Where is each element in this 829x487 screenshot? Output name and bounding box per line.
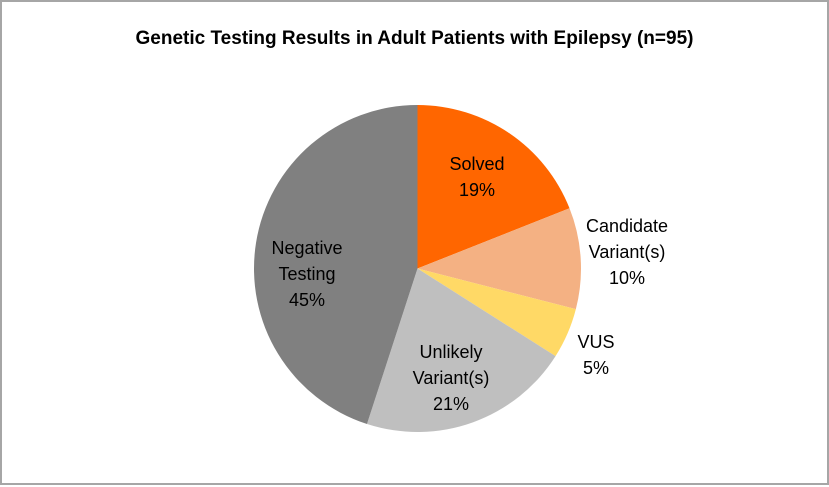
chart-title: Genetic Testing Results in Adult Patient…: [135, 28, 694, 49]
pie-slice-label-vus: VUS 5%: [577, 332, 615, 378]
pie-slice-unlikely-variant-s: [366, 268, 556, 433]
pie-slice-vus: [417, 268, 576, 357]
pie-slice-label-unlikely-variant-s: Unlikely Variant(s) 21%: [412, 342, 490, 414]
pie-slice-label-solved: Solved 19%: [449, 154, 505, 200]
pie-slice-label-candidate-variant-s: Candidate Variant(s) 10%: [585, 216, 669, 288]
pie-slice-candidate-variant-s: [417, 208, 581, 310]
pie-slice-label-negative-testing: Negative Testing 45%: [271, 238, 343, 310]
pie-slice-solved: [417, 105, 570, 269]
pie-slice-negative-testing: [253, 105, 418, 424]
